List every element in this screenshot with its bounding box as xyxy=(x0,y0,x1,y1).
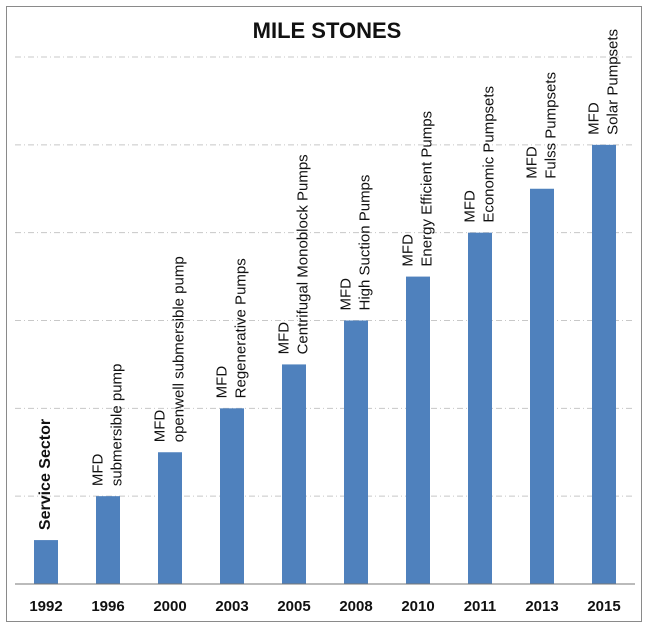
bar-annotation-line: MFD xyxy=(214,366,231,399)
bar-annotation-2015: MFD Solar Pumpsets xyxy=(586,29,622,135)
x-tick-label-1996: 1996 xyxy=(91,598,124,615)
bar-annotation-1996: MFD submersible pump xyxy=(90,364,126,487)
bar-annotation-2000: MFD openwell submersible pump xyxy=(152,256,188,442)
bar-1996 xyxy=(96,496,120,584)
x-tick-label-2010: 2010 xyxy=(401,598,434,615)
bar-annotation-line: MFD xyxy=(586,102,603,135)
bar-annotation-line: Regenerative Pumps xyxy=(233,258,250,398)
bar-annotation-2011: MFD Economic Pumpsets xyxy=(462,86,498,223)
chart-frame: MILE STONES 1992 1996 2000 2003 2005 2008 2010… xyxy=(6,6,642,622)
bar-annotation-line: MFD xyxy=(152,410,169,443)
bar-annotation-line: MFD xyxy=(276,322,293,355)
x-tick-label-1992: 1992 xyxy=(29,598,62,615)
bar-annotation-line: MFD xyxy=(338,278,355,311)
bar-annotation-line: submersible pump xyxy=(109,364,126,487)
bar-annotation-line: Fulss Pumpsets xyxy=(543,72,560,179)
bar-2000 xyxy=(158,452,182,584)
bar-annotation-1992: Service Sector xyxy=(37,419,54,530)
bar-2013 xyxy=(530,188,554,584)
bar-annotation-line: Energy Efficient Pumps xyxy=(419,111,436,267)
bar-annotation-line: Economic Pumpsets xyxy=(481,86,498,223)
bar-2005 xyxy=(282,364,306,584)
bar-annotation-line: Solar Pumpsets xyxy=(605,29,622,135)
bar-2010 xyxy=(406,276,430,584)
bar-2003 xyxy=(220,408,244,584)
x-tick-label-2013: 2013 xyxy=(525,598,558,615)
bar-2008 xyxy=(344,320,368,584)
x-tick-label-2000: 2000 xyxy=(153,598,186,615)
bar-annotation-2003: MFD Regenerative Pumps xyxy=(214,258,250,398)
bar-annotation-line: Centrifugal Monoblock Pumps xyxy=(295,154,312,354)
bars xyxy=(34,144,616,585)
x-tick-label-2005: 2005 xyxy=(277,598,310,615)
bar-annotation-line: High Suction Pumps xyxy=(357,175,374,311)
milestones-chart: MILE STONES 1992 1996 2000 2003 2005 2008 2010… xyxy=(15,18,635,615)
x-tick-label-2008: 2008 xyxy=(339,598,372,615)
bar-annotation-2008: MFD High Suction Pumps xyxy=(338,175,374,311)
chart-title: MILE STONES xyxy=(253,18,402,43)
x-tick-labels: 1992 1996 2000 2003 2005 2008 2010 2011 2013 2015 xyxy=(29,598,620,615)
bar-annotation-2013: MFD Fulss Pumpsets xyxy=(524,72,560,179)
bar-annotation-line: MFD xyxy=(524,146,541,179)
bar-annotations: Service Sector MFD submersible pump MFD open… xyxy=(37,29,622,530)
x-tick-label-2015: 2015 xyxy=(587,598,620,615)
bar-1992 xyxy=(34,540,58,584)
x-tick-label-2011: 2011 xyxy=(464,598,497,615)
bar-annotation-2010: MFD Energy Efficient Pumps xyxy=(400,111,436,267)
bar-annotation-line: MFD xyxy=(462,190,479,223)
x-tick-label-2003: 2003 xyxy=(215,598,248,615)
bar-annotation-line: Service Sector xyxy=(37,419,54,530)
bar-annotation-line: openwell submersible pump xyxy=(171,256,188,442)
bar-2015 xyxy=(592,144,616,585)
bar-2011 xyxy=(468,232,492,584)
bar-annotation-2005: MFD Centrifugal Monoblock Pumps xyxy=(276,154,312,354)
bar-annotation-line: MFD xyxy=(400,234,417,267)
bar-annotation-line: MFD xyxy=(90,454,107,487)
